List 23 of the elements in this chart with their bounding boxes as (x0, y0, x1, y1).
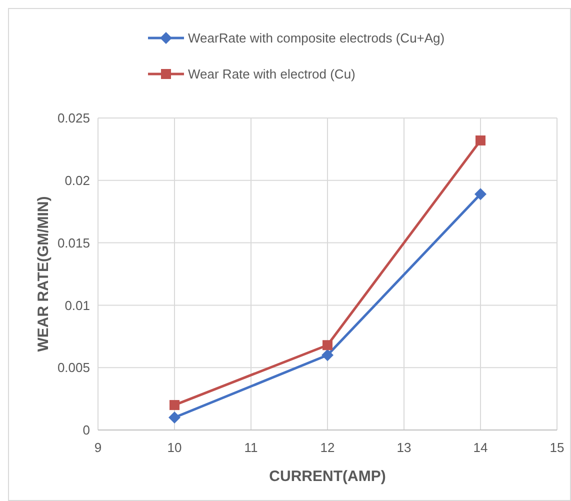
point (168, 412, 180, 424)
point (474, 188, 486, 200)
point (476, 135, 486, 146)
legend-label: WearRate with composite electrods (Cu+Ag) (188, 30, 445, 46)
x-tick-label: 10 (167, 440, 182, 455)
x-axis-title: CURRENT(AMP) (269, 468, 386, 485)
legend-label: Wear Rate with electrod (Cu) (188, 66, 356, 82)
x-tick-label: 13 (396, 440, 412, 455)
y-tick-label: 0.01 (64, 298, 90, 313)
x-tick-label: 14 (473, 440, 488, 455)
point (322, 340, 332, 350)
point (170, 400, 180, 410)
y-axis-title: WEAR RATE(GM/MIN) (35, 196, 52, 352)
y-tick-label: 0.005 (57, 360, 90, 376)
y-tick-label: 0.025 (57, 110, 90, 126)
point (322, 349, 334, 362)
x-tick-label: 11 (244, 440, 258, 455)
y-tick-label: 0.02 (64, 172, 90, 188)
y-tick-label: 0 (82, 422, 90, 438)
x-tick-label: 15 (550, 440, 564, 455)
y-tick-label: 0.015 (57, 235, 90, 250)
x-tick-label: 12 (320, 440, 335, 455)
x-tick-label: 9 (94, 440, 102, 455)
